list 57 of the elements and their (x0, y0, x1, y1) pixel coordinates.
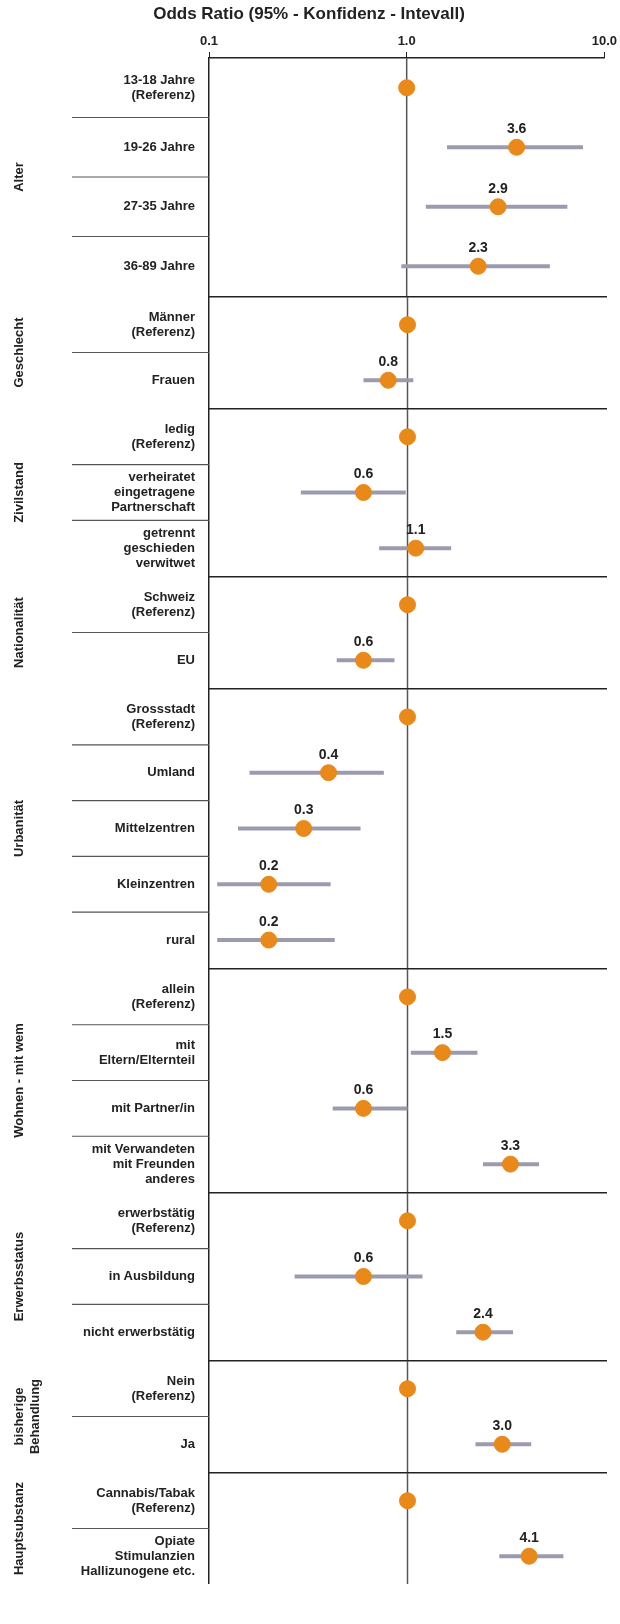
data-label: 3.3 (500, 1136, 521, 1153)
data-label: 0.4 (318, 745, 339, 762)
y-tick-label: Nein (Referenz) (131, 1372, 196, 1403)
data-label: 0.6 (353, 1249, 374, 1266)
data-label: 2.3 (468, 239, 489, 256)
data-label: 1.5 (432, 1025, 453, 1042)
y-tick-label: erwerbstätig (Referenz) (117, 1204, 196, 1235)
data-label: 0.6 (353, 633, 374, 650)
y-tick-label: ledig (Referenz) (131, 420, 196, 451)
y-tick-label: Grossstadt (Referenz) (126, 700, 196, 731)
y-axis-title: Wohnen - mit wem (11, 1023, 27, 1138)
y-tick-label: in Ausbildung (108, 1268, 196, 1284)
data-label: 2.4 (473, 1305, 493, 1322)
data-label: 3.0 (492, 1417, 513, 1434)
data-label: 0.3 (293, 801, 314, 818)
y-tick-label: 27-35 Jahre (123, 198, 195, 214)
y-axis-title: Zivilstand (11, 462, 27, 523)
y-tick-label: Ja (180, 1435, 196, 1451)
y-axis-title: Nationalität (11, 596, 27, 668)
data-label: 0.6 (353, 1081, 374, 1098)
y-tick-label: 36-89 Jahre (123, 257, 195, 273)
y-tick-label: Männer (Referenz) (131, 308, 195, 339)
chart-title: Odds Ratio (95% - Konfidenz - Intevall) (153, 3, 465, 23)
y-tick-label: Umland (147, 764, 196, 780)
y-tick-label: 19-26 Jahre (123, 138, 195, 154)
y-tick-label: allein (Referenz) (131, 980, 196, 1011)
y-tick-label: mit Eltern/Elternteil (98, 1036, 196, 1067)
y-axis-title: bisherige Behandlung (11, 1378, 42, 1455)
data-label: 0.2 (259, 857, 279, 874)
x-tick-label: 1.0 (397, 32, 416, 48)
data-label: 0.8 (378, 353, 399, 370)
data-label: 2.9 (488, 179, 509, 196)
y-axis-title: Hauptsubstanz (11, 1481, 27, 1576)
data-label: 0.2 (259, 912, 279, 929)
y-tick-label: Frauen (151, 371, 196, 387)
y-tick-label: mit Partner/in (111, 1099, 196, 1115)
data-label: 4.1 (519, 1529, 540, 1546)
y-axis-title: Urbanität (11, 799, 27, 858)
y-tick-label: nicht erwerbstätig (83, 1323, 196, 1339)
x-tick-label: 10.0 (591, 32, 618, 48)
y-tick-label: Schweiz (Referenz) (131, 588, 196, 619)
y-tick-label: getrennt geschieden verwitwet (123, 524, 196, 570)
data-label: 0.6 (353, 465, 374, 482)
x-tick-label: 0.1 (199, 32, 219, 48)
y-tick-label: rural (166, 931, 195, 947)
y-axis-title: Geschlecht (11, 316, 27, 388)
y-axis-title: Alter (11, 162, 27, 192)
y-tick-label: Cannabis/Tabak (Referenz) (96, 1484, 196, 1515)
data-label: 3.6 (506, 120, 527, 137)
y-tick-label: Mittelzentren (114, 820, 196, 836)
y-tick-label: Opiate Stimulanzien Hallizunogene etc. (80, 1532, 196, 1578)
y-tick-label: EU (176, 651, 195, 667)
y-tick-label: 13-18 Jahre (Referenz) (123, 71, 195, 102)
y-tick-label: Kleinzentren (116, 875, 196, 891)
y-axis-title: Erwerbsstatus (11, 1231, 27, 1322)
y-tick-label: mit Verwandeten mit Freunden anderes (91, 1140, 196, 1186)
y-tick-label: verheiratet eingetragene Partnerschaft (111, 469, 196, 515)
